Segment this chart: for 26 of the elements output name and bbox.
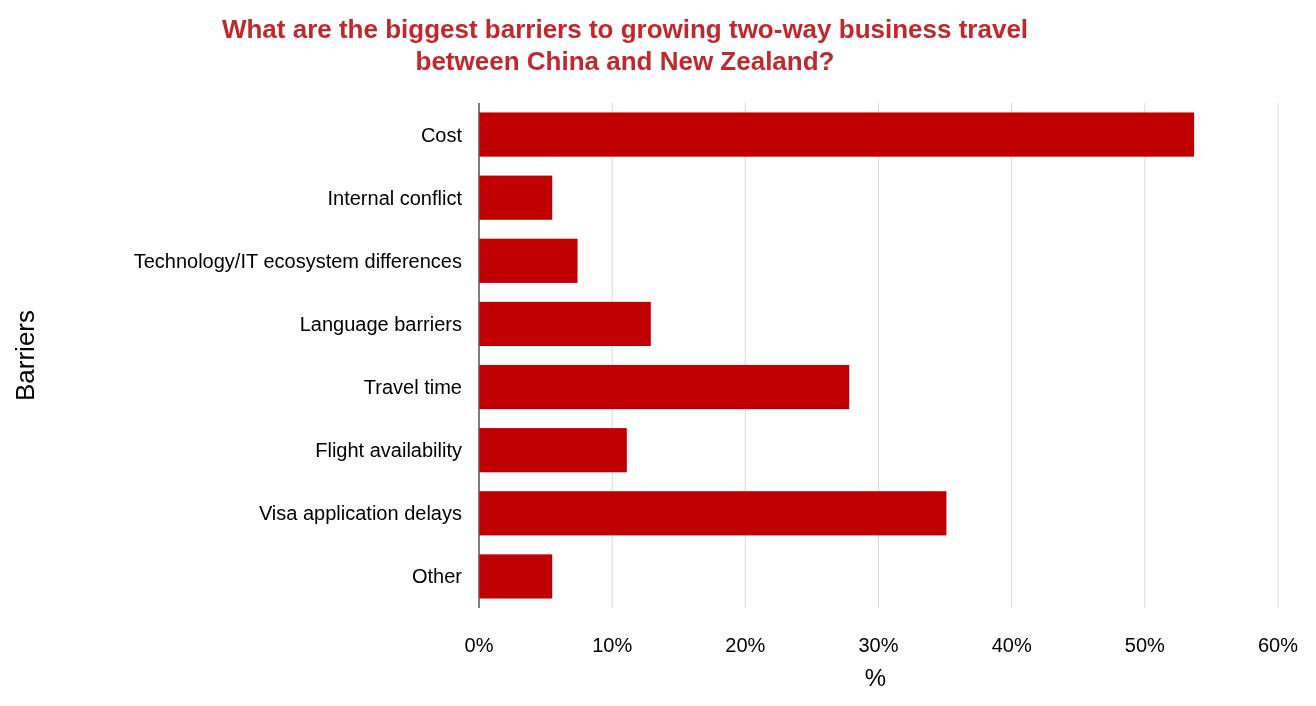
y-tick-label: Visa application delays [258,502,462,525]
y-tick-label: Language barriers [299,312,462,335]
y-tick-label: Travel time [363,376,462,399]
bar [479,301,651,347]
y-tick-label: Technology/IT ecosystem differences [133,249,462,272]
x-tick-label: 10% [592,634,633,656]
x-tick-label: 0% [464,634,494,656]
x-tick-label: 40% [991,634,1032,656]
bar [479,554,553,599]
bar [479,238,578,283]
bar [479,112,1195,157]
bar [479,364,850,410]
y-axis-title: Barriers [10,309,40,402]
x-tick-label: 60% [1257,634,1299,656]
bar [479,491,947,536]
y-tick-label: Internal conflict [327,186,463,209]
x-axis-title: % [864,664,887,691]
y-tick-label: Flight availability [315,439,462,462]
chart-title: What are the biggest barriers to growing two-way business travel between China and New Zealand? [221,14,1029,76]
bar [479,428,627,473]
x-tick-label: 50% [1124,634,1166,656]
y-tick-label: Cost [420,123,463,146]
y-tick-label: Other [411,565,463,588]
bar [479,175,553,220]
x-tick-label: 30% [858,634,899,656]
x-tick-label: 20% [725,634,766,656]
